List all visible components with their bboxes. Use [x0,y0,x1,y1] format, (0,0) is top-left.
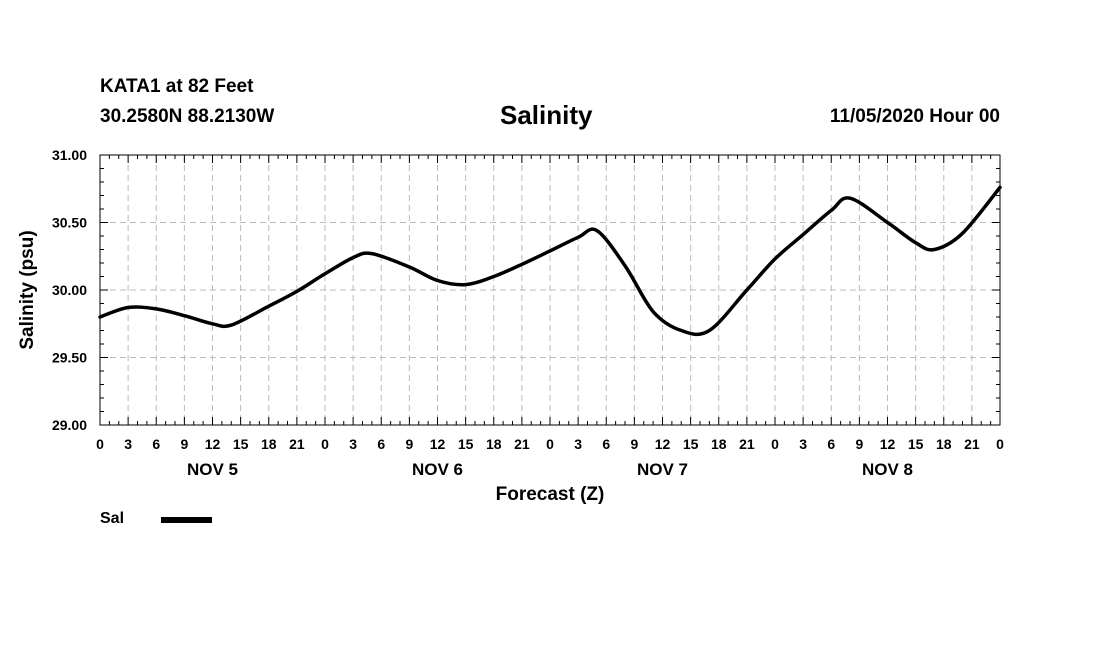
x-tick-label: 3 [124,436,132,452]
chart-title: Salinity [500,100,593,130]
x-tick-label: 6 [827,436,835,452]
x-tick-label: 12 [655,436,671,452]
x-day-label: NOV 7 [637,460,688,479]
x-tick-label: 6 [377,436,385,452]
x-tick-label: 3 [574,436,582,452]
x-axis-label: Forecast (Z) [496,484,605,505]
legend-swatch [161,517,212,523]
y-tick-label: 29.50 [52,350,87,366]
series-line-sal [98,185,1002,337]
x-tick-label: 15 [908,436,924,452]
y-axis-label: Salinity (psu) [17,230,38,349]
x-tick-label: 6 [602,436,610,452]
x-tick-label: 15 [683,436,699,452]
x-tick-label: 12 [880,436,896,452]
x-tick-label: 12 [205,436,221,452]
x-tick-label: 21 [514,436,530,452]
x-tick-label: 15 [458,436,474,452]
x-tick-label: 12 [430,436,446,452]
x-tick-label: 9 [630,436,638,452]
x-tick-label: 6 [152,436,160,452]
x-tick-label: 0 [996,436,1004,452]
x-day-label: NOV 5 [187,460,238,479]
x-day-label: NOV 6 [412,460,463,479]
plot-frame [99,154,1001,426]
x-tick-label: 0 [546,436,554,452]
x-tick-label: 18 [486,436,502,452]
y-tick-label: 30.50 [52,215,87,231]
forecast-issue-time: 11/05/2020 Hour 00 [829,106,1000,127]
x-tick-label: 0 [321,436,329,452]
x-tick-label: 21 [289,436,305,452]
y-tick-label: 29.00 [52,417,87,433]
x-day-label: NOV 8 [862,460,913,479]
x-tick-label: 0 [771,436,779,452]
legend-label: Sal [100,510,125,527]
x-tick-label: 0 [96,436,104,452]
x-tick-label: 21 [739,436,755,452]
x-tick-label: 9 [180,436,188,452]
x-tick-label: 21 [964,436,980,452]
x-tick-label: 18 [261,436,277,452]
tick-labels: 0 3 6 9 12 15 18 21 0 3 6 9 12 15 18 21 0 3 6 9 12 15 18 21 0 3 6 9… [52,147,1004,479]
x-tick-label: 3 [799,436,807,452]
y-tick-label: 30.00 [52,282,87,298]
x-tick-label: 18 [711,436,727,452]
y-tick-label: 31.00 [52,147,87,163]
grid-lines [100,155,1000,425]
x-tick-label: 9 [405,436,413,452]
x-tick-label: 9 [855,436,863,452]
x-tick-label: 18 [936,436,952,452]
x-tick-label: 15 [233,436,249,452]
station-coordinates: 30.2580N 88.2130W [100,106,275,127]
x-tick-label: 3 [349,436,357,452]
station-label: KATA1 at 82 Feet [100,76,254,97]
